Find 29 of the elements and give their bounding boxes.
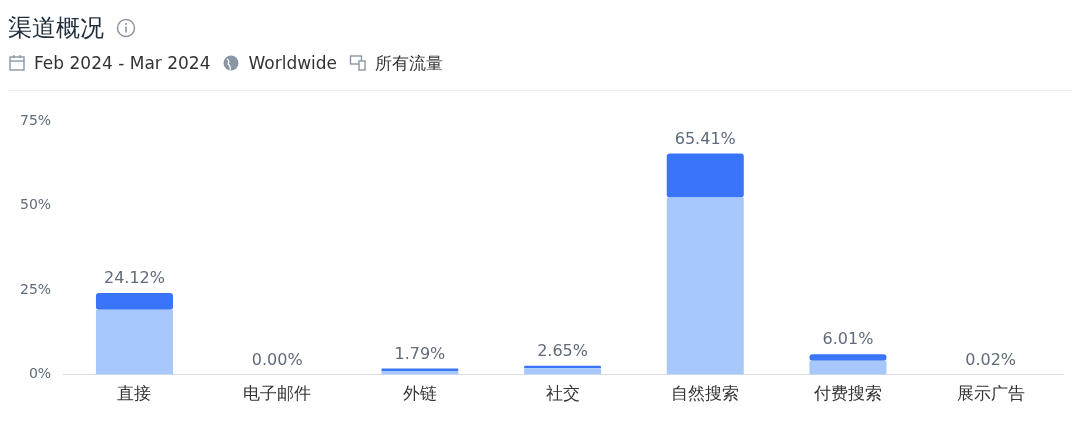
y-tick-label: 75%: [19, 111, 52, 128]
bar: [809, 360, 887, 375]
bar: [666, 197, 744, 375]
text: Worldwide: [248, 53, 338, 73]
chart-subtitle: Feb 2024 - Mar 2024: [34, 53, 211, 73]
total-label: 0.00%: [251, 349, 303, 369]
total-label: 6.01%: [822, 329, 874, 349]
x-tick-label: 自然搜索: [671, 383, 740, 404]
text: 所有流量: [375, 51, 444, 75]
x-tick-label: 社交: [545, 383, 580, 404]
x-tick-label: 付费搜索: [812, 383, 882, 404]
bar: [809, 354, 887, 361]
bar: [524, 368, 602, 375]
total-label: 0.02%: [965, 349, 1017, 369]
x-tick-label: 展示广告: [956, 383, 1025, 404]
y-tick-label: 0%: [28, 365, 52, 382]
x-tick-label: 直接: [117, 383, 152, 404]
y-tick-label: 25%: [19, 280, 52, 297]
total-label: 65.41%: [674, 128, 736, 148]
x-tick-label: 外链: [402, 383, 437, 404]
chart-title: 渠道概况: [8, 13, 104, 44]
total-label: 2.65%: [537, 340, 588, 360]
bar: [95, 309, 173, 375]
y-tick-label: 50%: [19, 196, 52, 213]
bar: [666, 153, 744, 198]
bar: [95, 293, 173, 310]
total-label: 24.12%: [103, 268, 165, 288]
x-tick-label: 电子邮件: [243, 383, 312, 404]
total-label: 1.79%: [394, 343, 446, 363]
